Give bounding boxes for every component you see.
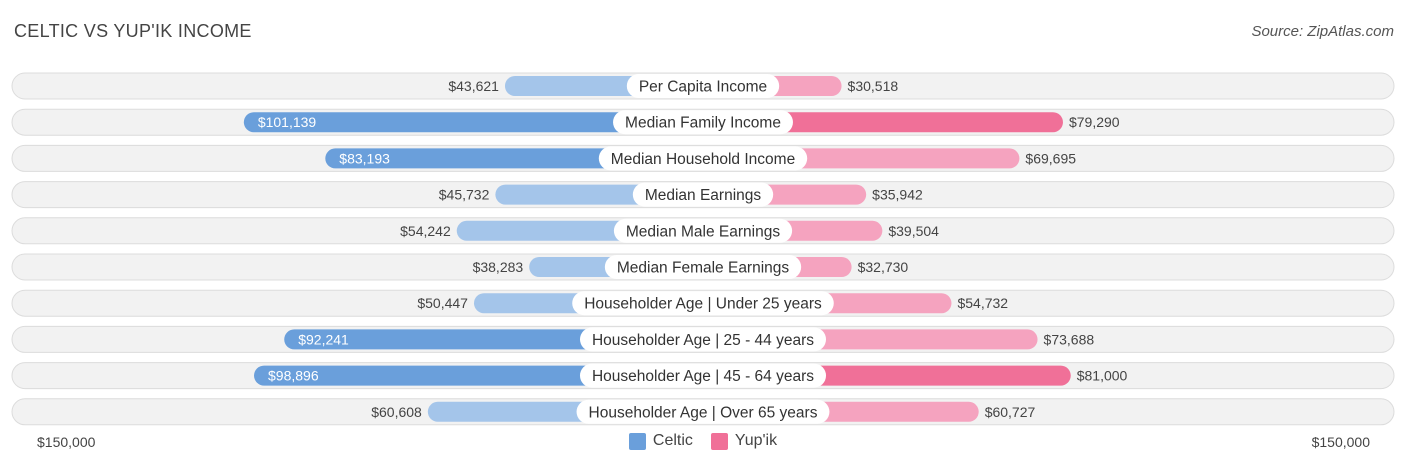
category-pill	[613, 218, 793, 243]
value-label-yupik: $30,518	[848, 78, 899, 94]
legend-label-yupik: Yup'ik	[734, 432, 778, 449]
category-label: Median Household Income	[611, 151, 795, 168]
category-label: Median Female Earnings	[617, 260, 790, 277]
value-label-yupik: $35,942	[872, 187, 923, 203]
legend-item-celtic: Celtic	[628, 432, 693, 450]
value-label-yupik: $69,695	[1025, 150, 1076, 166]
category-label: Householder Age | Over 65 years	[589, 404, 818, 421]
value-label-celtic: $83,193	[339, 150, 390, 166]
value-label-celtic: $43,621	[448, 78, 499, 94]
value-label-celtic: $98,896	[268, 368, 319, 384]
category-pill	[613, 110, 793, 135]
legend: Celtic Yup'ik	[0, 432, 1406, 450]
value-label-celtic: $45,732	[439, 187, 490, 203]
value-label-celtic: $92,241	[298, 331, 349, 347]
value-label-celtic: $60,608	[371, 404, 422, 420]
legend-swatch-celtic	[628, 432, 646, 450]
legend-swatch-yupik	[710, 432, 728, 450]
source-credit: Source: ZipAtlas.com	[1251, 23, 1394, 40]
category-pill	[572, 291, 834, 316]
value-label-yupik: $32,730	[858, 259, 909, 275]
value-label-yupik: $54,732	[957, 295, 1008, 311]
category-pill	[579, 363, 827, 388]
category-label: Median Male Earnings	[626, 223, 780, 240]
chart-title: CELTIC VS YUP'IK INCOME	[14, 21, 252, 41]
category-label: Householder Age | 25 - 44 years	[592, 332, 814, 349]
category-label: Per Capita Income	[639, 79, 767, 96]
value-label-celtic: $38,283	[473, 259, 524, 275]
income-chart: $43,621 $30,518 Per Capita Income $101,139 $…	[11, 72, 1395, 426]
value-label-yupik: $39,504	[888, 223, 939, 239]
value-label-celtic: $50,447	[417, 295, 468, 311]
category-pill	[576, 399, 830, 424]
legend-label-celtic: Celtic	[652, 432, 693, 449]
axis-label-right: $150,000	[1311, 434, 1370, 450]
category-label: Median Family Income	[625, 115, 781, 132]
bar-celtic	[243, 112, 704, 133]
category-label: Householder Age | Under 25 years	[584, 296, 822, 313]
value-label-yupik: $79,290	[1069, 114, 1120, 130]
category-pill	[604, 255, 802, 279]
category-pill	[579, 327, 827, 352]
category-pill	[632, 182, 774, 207]
value-label-celtic: $101,139	[258, 114, 317, 130]
value-label-yupik: $73,688	[1044, 331, 1095, 347]
value-label-yupik: $81,000	[1077, 368, 1128, 384]
category-label: Householder Age | 45 - 64 years	[592, 368, 814, 385]
value-label-yupik: $60,727	[985, 404, 1036, 420]
category-label: Median Earnings	[645, 187, 762, 204]
axis-label-left: $150,000	[37, 434, 96, 450]
category-pill	[626, 74, 780, 98]
value-label-celtic: $54,242	[400, 223, 451, 239]
bar-yupik	[703, 112, 1063, 133]
legend-item-yupik: Yup'ik	[710, 432, 778, 450]
category-pill	[598, 146, 808, 171]
